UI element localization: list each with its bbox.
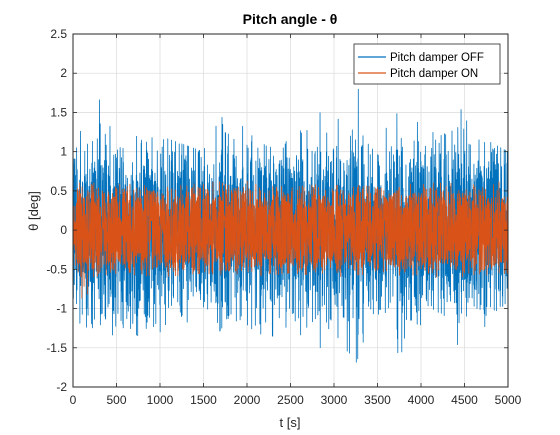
series-layer: [73, 88, 508, 363]
x-tick-label: 3000: [321, 393, 348, 407]
legend-label-on: Pitch damper ON: [390, 68, 478, 80]
series-line-pitch-damper-off: [73, 88, 508, 363]
legend: Pitch damper OFF Pitch damper ON: [353, 43, 501, 85]
y-tick-label: -0.5: [46, 262, 67, 276]
y-tick-label: -1.5: [46, 341, 67, 355]
x-axis-label: t [s]: [280, 415, 301, 430]
x-tick-label: 5000: [495, 393, 522, 407]
y-axis-label: θ [deg]: [26, 191, 41, 231]
x-tick-label: 4500: [451, 393, 478, 407]
x-tick-label: 0: [70, 393, 77, 407]
legend-box: [353, 43, 501, 85]
y-tick-label: 2: [60, 66, 67, 80]
y-tick-label: -1: [56, 302, 67, 316]
x-tick-label: 2000: [234, 393, 261, 407]
y-tick-label: -2: [56, 380, 67, 394]
y-tick-label: 0.5: [50, 184, 67, 198]
y-tick-label: 0: [60, 223, 67, 237]
x-tick-label: 3500: [364, 393, 391, 407]
chart-title: Pitch angle - θ: [243, 11, 338, 27]
legend-label-off: Pitch damper OFF: [390, 52, 484, 64]
x-tick-label: 1500: [190, 393, 217, 407]
x-tick-label: 500: [106, 393, 126, 407]
x-tick-label: 1000: [147, 393, 174, 407]
x-tick-label: 2500: [277, 393, 304, 407]
y-tick-label: 1: [60, 145, 67, 159]
y-tick-label: 2.5: [50, 27, 67, 41]
series-line-pitch-damper-on: [73, 180, 508, 299]
ticks: 0 500 1000 1500 2000 2500 3000 3500 4000 4500 5000…: [46, 27, 521, 407]
x-tick-label: 4000: [408, 393, 435, 407]
y-tick-label: 1.5: [50, 105, 67, 119]
